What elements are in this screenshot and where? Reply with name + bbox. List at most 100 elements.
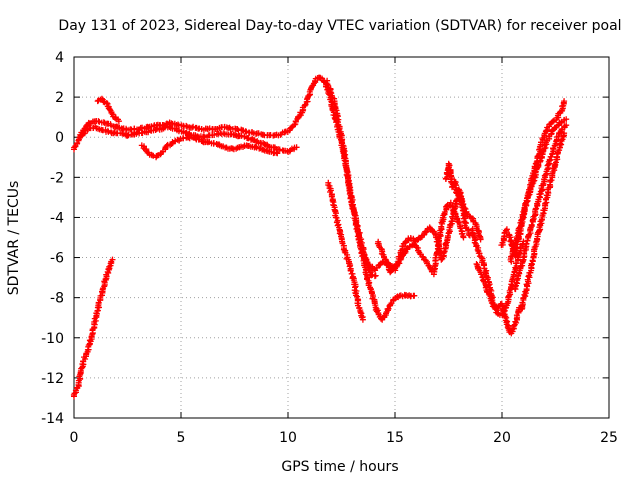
data-point — [124, 132, 131, 139]
data-point — [529, 257, 536, 264]
series-mid-band — [76, 123, 300, 155]
data-point — [341, 154, 348, 161]
data-point — [293, 144, 300, 151]
plot-frame — [73, 56, 610, 419]
data-point — [226, 124, 233, 131]
y-tick-label: -4 — [50, 210, 64, 226]
chart-title: Day 131 of 2023, Sidereal Day-to-day VTE… — [58, 18, 621, 34]
data-point — [387, 301, 394, 308]
y-tick-label: -14 — [41, 411, 64, 427]
data-point — [325, 182, 332, 188]
data-point — [106, 263, 113, 270]
data-point — [563, 116, 570, 123]
data-point — [512, 283, 519, 290]
data-point — [348, 270, 355, 277]
y-tick-label: -10 — [41, 331, 64, 347]
data-point — [536, 146, 543, 153]
y-axis-label: SDTVAR / TECUs — [6, 181, 22, 296]
x-tick-label: 10 — [279, 430, 297, 446]
data-point — [530, 178, 537, 185]
data-point — [140, 145, 147, 152]
series-late-descent-2 — [473, 261, 523, 337]
data-point — [274, 150, 281, 157]
x-tick-label: 15 — [386, 430, 404, 446]
series-early-rise — [70, 256, 116, 400]
data-point — [530, 216, 536, 223]
data-point — [550, 118, 557, 125]
data-point — [372, 272, 379, 279]
data-point — [103, 100, 110, 106]
data-point — [513, 319, 520, 326]
x-tick-label: 25 — [600, 430, 618, 446]
data-point — [561, 98, 568, 105]
data-point — [550, 165, 557, 172]
data-point — [353, 292, 359, 299]
data-point — [343, 168, 350, 174]
data-point — [210, 140, 217, 146]
y-tick-label: -2 — [50, 170, 64, 186]
data-point — [347, 195, 354, 202]
y-tick-label: -8 — [50, 291, 64, 307]
data-point — [542, 171, 549, 178]
x-axis: 0 5 10 15 20 25 — [70, 57, 618, 446]
data-point — [525, 273, 532, 280]
data-point — [102, 276, 109, 283]
data-point — [260, 146, 267, 153]
data-point — [563, 122, 570, 129]
data-point — [261, 141, 268, 148]
data-point — [477, 236, 484, 243]
data-point — [339, 142, 346, 149]
data-point — [561, 130, 568, 137]
data-point — [192, 135, 199, 142]
y-axis: -14 -12 -10 -8 -6 -4 -2 0 2 4 — [41, 50, 609, 427]
y-tick-label: 4 — [55, 50, 64, 66]
data-point — [531, 246, 537, 253]
series-spike-cluster — [442, 160, 473, 239]
data-point — [458, 204, 465, 210]
data-point — [109, 256, 116, 263]
data-point — [115, 118, 122, 125]
data-point — [411, 292, 418, 299]
series-branch-2 — [325, 179, 366, 323]
y-tick-label: -12 — [41, 371, 64, 387]
data-point — [480, 277, 487, 284]
data-point — [388, 268, 395, 275]
y-tick-label: 0 — [55, 130, 64, 146]
gridlines — [74, 57, 609, 418]
data-point — [336, 230, 343, 237]
y-tick-label: -6 — [50, 251, 64, 267]
x-axis-label: GPS time / hours — [281, 459, 398, 475]
data-point — [220, 130, 227, 137]
data-point — [518, 217, 525, 224]
data-point — [474, 246, 481, 253]
data-point — [527, 224, 534, 231]
data-point — [276, 146, 283, 153]
data-point — [385, 305, 392, 312]
data-point — [354, 225, 361, 232]
data-point — [438, 256, 445, 263]
x-tick-label: 5 — [177, 430, 186, 446]
data-point — [515, 225, 522, 232]
data-point — [542, 200, 549, 207]
data-point — [253, 131, 259, 137]
data-point — [252, 143, 259, 150]
x-tick-label: 0 — [70, 430, 79, 446]
data-point — [528, 221, 535, 228]
series-main — [71, 74, 418, 323]
series-early-bump — [94, 95, 122, 125]
y-tick-label: 2 — [55, 90, 64, 106]
series-lower-band — [138, 134, 281, 161]
data-points — [70, 74, 570, 400]
series-late-rise-d — [518, 130, 568, 313]
data-point — [473, 261, 480, 267]
data-point — [523, 240, 530, 247]
data-point — [456, 192, 463, 198]
data-point — [359, 316, 366, 323]
data-point — [108, 110, 115, 116]
x-tick-label: 20 — [493, 430, 511, 446]
data-point — [232, 131, 239, 138]
data-point — [175, 121, 181, 128]
data-point — [460, 234, 467, 241]
data-point — [95, 118, 102, 125]
